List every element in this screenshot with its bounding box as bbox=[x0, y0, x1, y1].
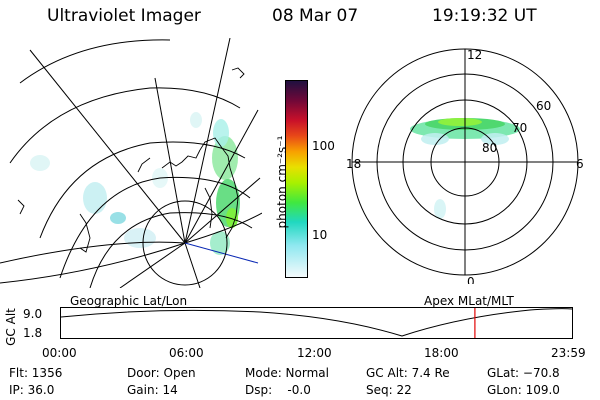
polar-rings bbox=[351, 48, 579, 276]
colorbar-unit-label: photon cm⁻²s⁻¹ bbox=[275, 135, 289, 229]
mlt-label-12: 12 bbox=[467, 48, 482, 62]
sequence-number: Seq: 22 bbox=[366, 383, 412, 397]
longitude-grid bbox=[29, 38, 261, 288]
strip-time-2: 12:00 bbox=[297, 346, 332, 360]
instrument-title: Ultraviolet Imager bbox=[47, 6, 201, 26]
strip-time-0: 00:00 bbox=[42, 346, 77, 360]
mlt-label-6: 6 bbox=[576, 157, 584, 171]
gain-value: Gain: 14 bbox=[127, 383, 178, 397]
aurora-emission-geo bbox=[30, 112, 240, 255]
mode-status: Mode: Normal bbox=[245, 366, 329, 380]
gc-altitude: GC Alt: 7.4 Re bbox=[366, 366, 450, 380]
mlt-label-18: 18 bbox=[346, 157, 361, 171]
geographic-caption: Geographic Lat/Lon bbox=[70, 294, 188, 308]
observation-time: 19:19:32 UT bbox=[432, 6, 537, 26]
altitude-curve bbox=[60, 308, 573, 337]
strip-time-1: 06:00 bbox=[169, 346, 204, 360]
strip-axis-label: GC Alt bbox=[4, 308, 18, 346]
ip-value: IP: 36.0 bbox=[9, 383, 55, 397]
strip-y-low: 1.8 bbox=[23, 326, 43, 340]
strip-time-4: 23:59 bbox=[551, 346, 586, 360]
latitude-grid bbox=[0, 39, 262, 288]
geographic-map bbox=[0, 38, 262, 288]
pole-circle bbox=[142, 200, 228, 286]
mlt-label-0: 0 bbox=[467, 275, 475, 284]
strip-y-high: 9.0 bbox=[23, 307, 43, 321]
geo-longitude: GLon: 109.0 bbox=[487, 383, 560, 397]
colorbar-tick-10: 10 bbox=[312, 228, 328, 242]
lat-label-80: 80 bbox=[482, 141, 497, 155]
observation-date: 08 Mar 07 bbox=[272, 6, 359, 26]
coastline bbox=[17, 67, 245, 253]
intensity-colorbar bbox=[285, 80, 308, 278]
polar-plot: 12 18 6 0 60 70 80 bbox=[346, 48, 584, 284]
strip-time-3: 18:00 bbox=[424, 346, 459, 360]
lat-label-70: 70 bbox=[512, 121, 527, 135]
lat-label-60: 60 bbox=[536, 99, 551, 113]
colorbar-tick-100: 100 bbox=[312, 139, 335, 153]
dsp-value: Dsp: -0.0 bbox=[245, 383, 311, 397]
flight-number: Flt: 1356 bbox=[9, 366, 63, 380]
altitude-strip-chart bbox=[60, 307, 573, 339]
geo-latitude: GLat: −70.8 bbox=[487, 366, 560, 380]
apex-caption: Apex MLat/MLT bbox=[424, 294, 514, 308]
door-status: Door: Open bbox=[127, 366, 196, 380]
